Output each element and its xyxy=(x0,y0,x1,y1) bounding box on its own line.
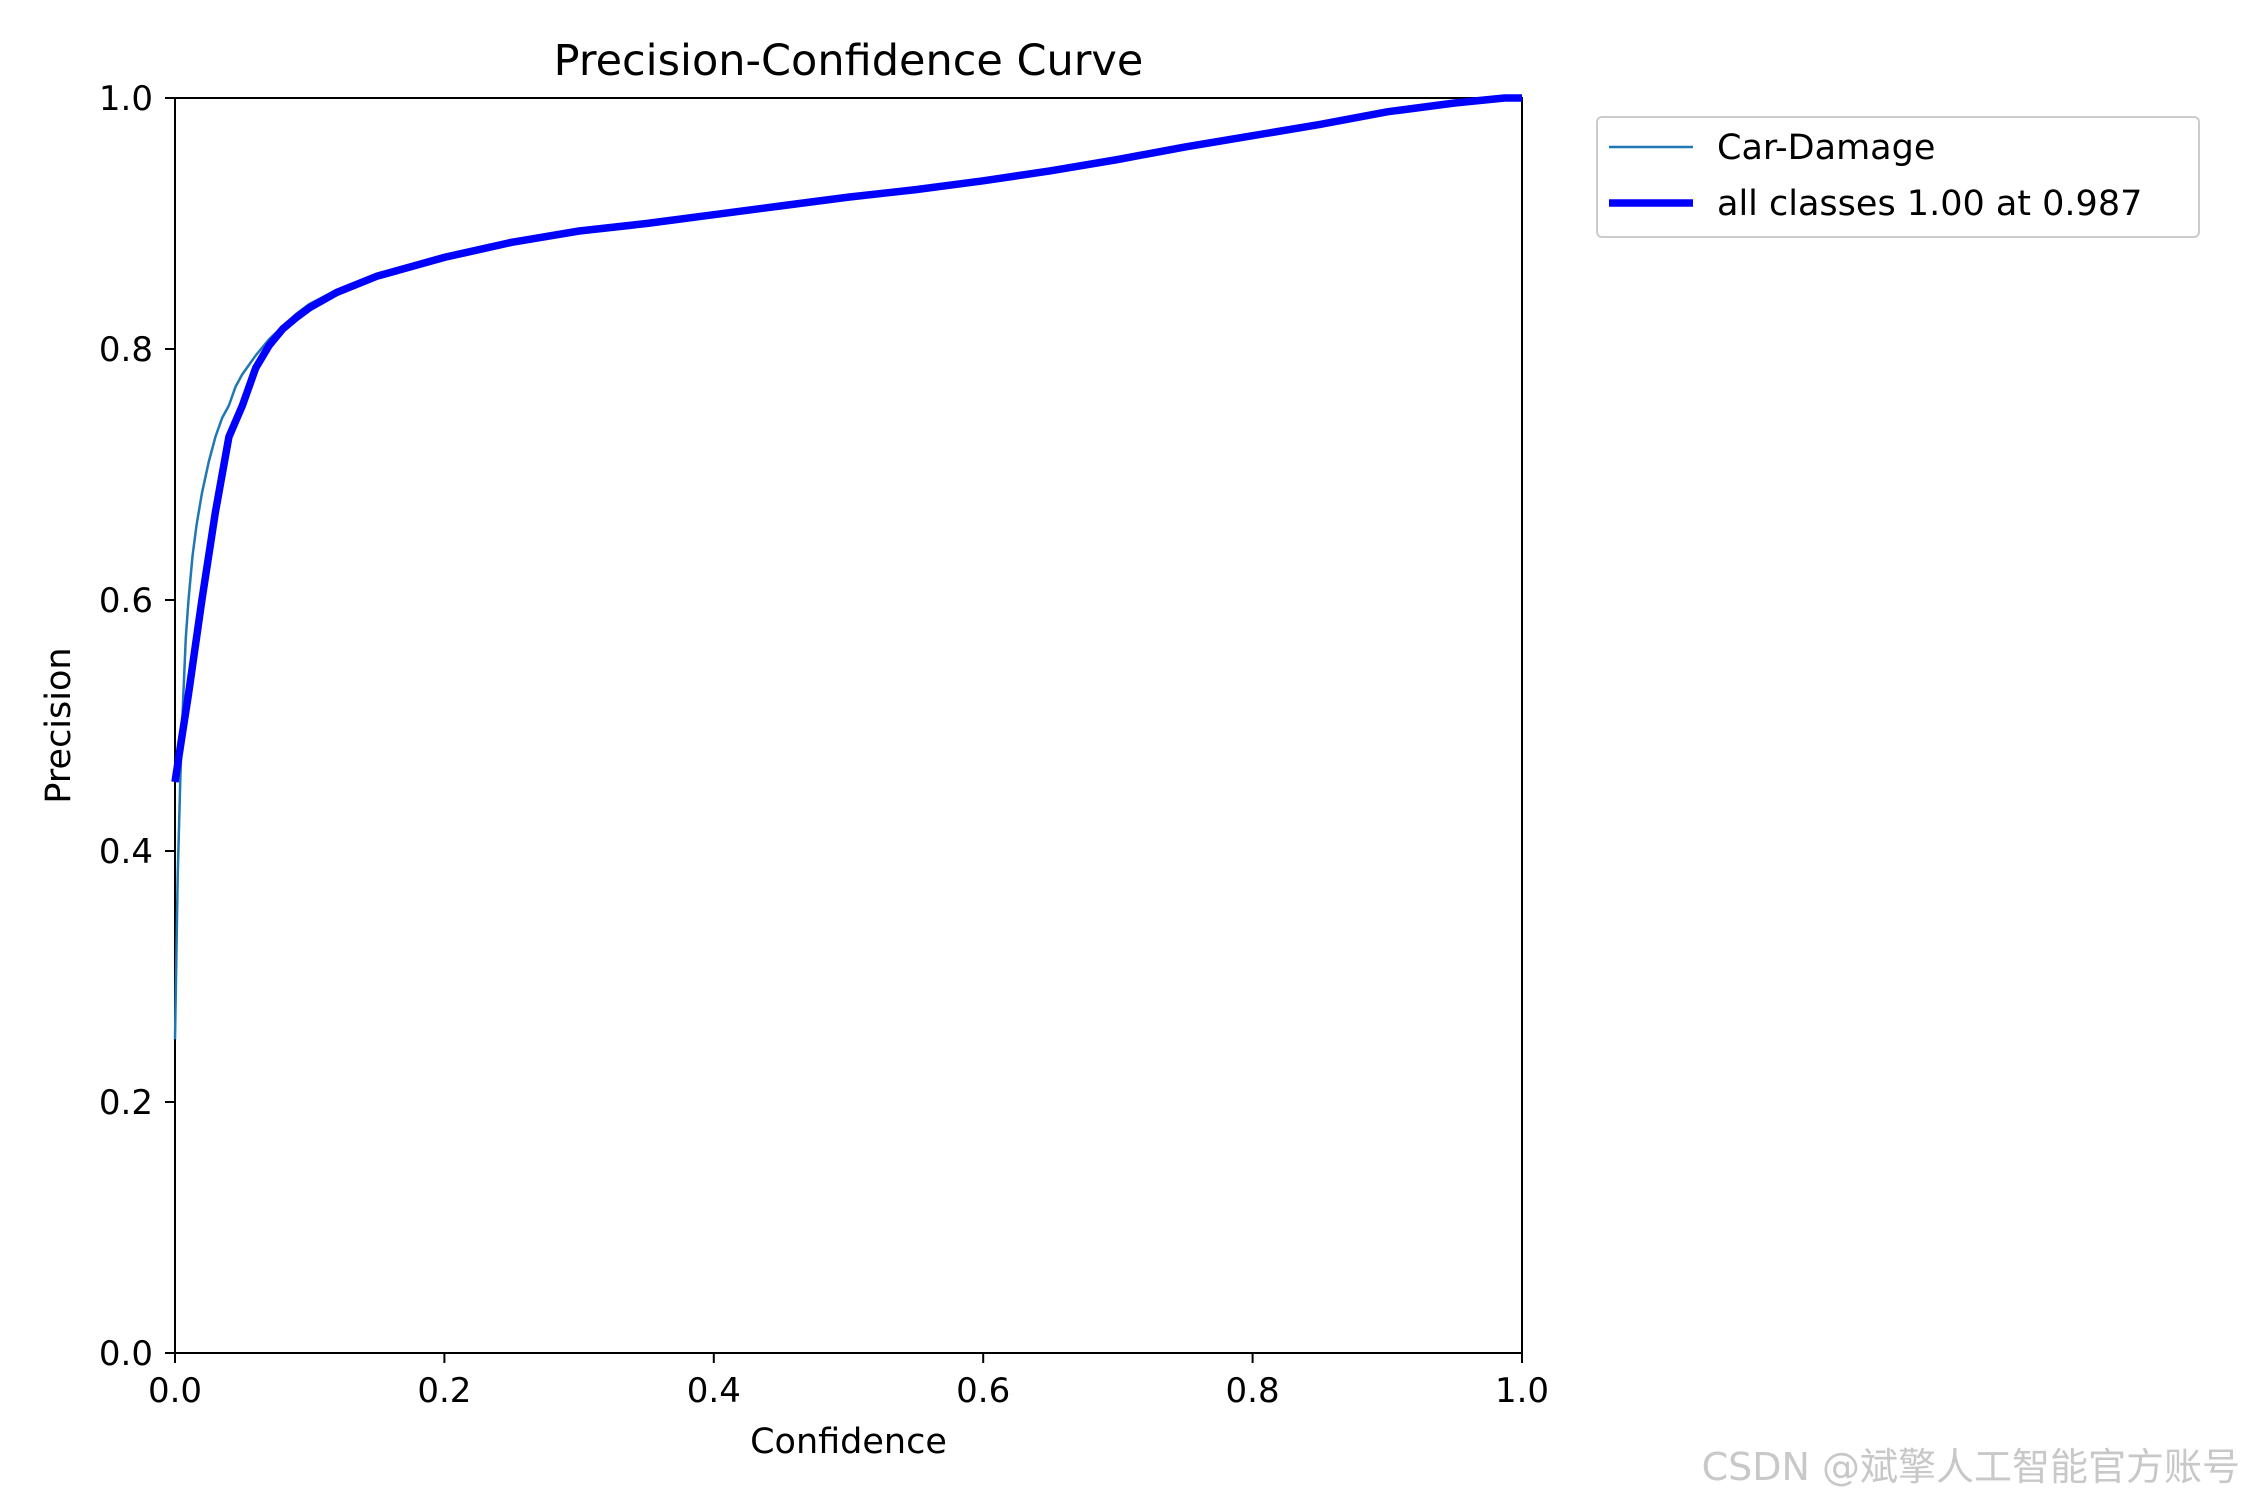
x-tick-label: 1.0 xyxy=(1495,1371,1549,1411)
x-axis-label: Confidence xyxy=(750,1422,947,1462)
y-axis-label: Precision xyxy=(39,647,79,803)
y-tick-label: 0.6 xyxy=(99,581,153,621)
y-tick-label: 0.0 xyxy=(99,1334,153,1374)
x-tick-label: 0.2 xyxy=(417,1371,471,1411)
legend-label-car-damage: Car-Damage xyxy=(1717,128,1935,168)
y-tick-label: 0.2 xyxy=(99,1083,153,1123)
legend-label-all-classes: all classes 1.00 at 0.987 xyxy=(1717,184,2142,224)
legend: Car-Damage all classes 1.00 at 0.987 xyxy=(1596,116,2200,238)
watermark-text: CSDN @斌擎人工智能官方账号 xyxy=(1702,1445,2240,1489)
series-line-car-damage xyxy=(173,96,1523,1040)
x-tick-label: 0.8 xyxy=(1226,1371,1280,1411)
y-tick-label: 0.4 xyxy=(99,832,153,872)
plot-frame xyxy=(174,97,1523,1354)
series-line-all-classes xyxy=(171,94,1522,783)
series-layer xyxy=(171,94,1523,1040)
legend-frame xyxy=(1596,116,2200,238)
labels-layer: Precision-Confidence Curve Confidence Pr… xyxy=(39,36,1143,1462)
y-tick-label: 1.0 xyxy=(99,79,153,119)
x-tick-label: 0.0 xyxy=(148,1371,202,1411)
y-tick-label: 0.8 xyxy=(99,330,153,370)
axes-layer: 0.0 0.2 0.4 0.6 0.8 1.0 0.0 0.2 0.4 0.6 0.8 1.0 xyxy=(99,79,1549,1411)
chart-title: Precision-Confidence Curve xyxy=(554,36,1144,86)
x-tick-label: 0.4 xyxy=(687,1371,741,1411)
x-tick-label: 0.6 xyxy=(956,1371,1010,1411)
